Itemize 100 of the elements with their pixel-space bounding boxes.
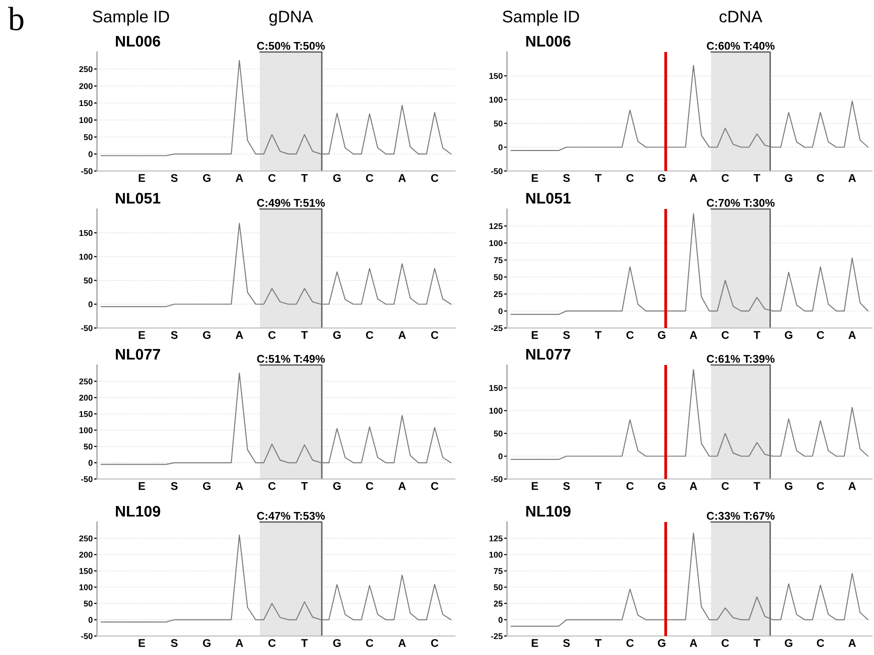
text: C:61% T:39% bbox=[706, 354, 775, 363]
x-tick-label: T bbox=[301, 174, 308, 182]
y-tick-label: 100 bbox=[489, 96, 502, 103]
y-tick-label: 0 bbox=[498, 453, 502, 460]
y-tick-label: 150 bbox=[79, 411, 92, 417]
y-tick-label: 150 bbox=[79, 230, 92, 236]
chart-title: NL109 bbox=[526, 506, 571, 517]
y-tick-label: -50 bbox=[491, 168, 502, 174]
text: cDNA bbox=[720, 10, 762, 22]
x-tick-label: S bbox=[563, 482, 570, 490]
x-tick-label: E bbox=[532, 639, 538, 647]
x-tick-label: E bbox=[532, 482, 538, 490]
x-tick-label: S bbox=[170, 174, 178, 182]
x-tick-label: A bbox=[398, 331, 406, 339]
x-tick-label: T bbox=[301, 639, 308, 647]
y-tick-label: 50 bbox=[84, 134, 92, 140]
y-tick-label: 250 bbox=[79, 378, 92, 384]
x-tick-label: G bbox=[333, 331, 341, 339]
x-tick-label: C bbox=[366, 482, 374, 490]
y-tick-label: -50 bbox=[81, 476, 92, 482]
x-tick-label: C bbox=[366, 331, 374, 339]
text: Sample ID bbox=[502, 10, 580, 26]
x-tick-label: T bbox=[301, 331, 308, 339]
x-tick-label: C bbox=[268, 639, 276, 647]
x-tick-label: A bbox=[236, 174, 244, 182]
x-tick-label: C bbox=[268, 482, 276, 490]
x-tick-label: T bbox=[594, 174, 602, 182]
y-tick-label: -25 bbox=[491, 325, 503, 332]
x-tick-label: A bbox=[848, 482, 856, 490]
x-tick-label: G bbox=[202, 482, 210, 490]
x-tick-label: C bbox=[626, 639, 634, 647]
x-tick-label: T bbox=[754, 331, 760, 339]
x-tick-label: A bbox=[236, 482, 244, 490]
x-tick-label: S bbox=[563, 174, 570, 182]
x-tick-label: C bbox=[431, 331, 438, 339]
x-tick-label: G bbox=[784, 174, 792, 182]
x-tick-label: C bbox=[431, 639, 438, 647]
y-tick-label: 50 bbox=[494, 274, 502, 280]
y-tick-label: 0 bbox=[88, 616, 92, 623]
y-tick-label: 75 bbox=[494, 568, 503, 574]
x-tick-label: E bbox=[138, 639, 146, 647]
y-tick-label: 125 bbox=[489, 223, 503, 230]
x-tick-label: C bbox=[431, 482, 438, 490]
chart-title: NL051 bbox=[526, 192, 571, 204]
y-tick-label: 50 bbox=[494, 584, 502, 590]
text: C:33% T:67% bbox=[706, 512, 775, 520]
y-tick-label: 50 bbox=[84, 444, 92, 450]
x-tick-label: A bbox=[848, 174, 856, 182]
text: C:60% T:40% bbox=[706, 42, 775, 50]
chart-title: NL077 bbox=[116, 348, 160, 360]
y-tick-label: 50 bbox=[84, 278, 92, 284]
x-tick-label: T bbox=[301, 482, 308, 490]
text: C:70% T:30% bbox=[706, 198, 775, 207]
x-tick-label: C bbox=[268, 174, 276, 182]
text: b bbox=[8, 6, 24, 30]
y-tick-label: 50 bbox=[494, 120, 502, 126]
x-tick-label: E bbox=[532, 174, 538, 182]
x-tick-label: G bbox=[202, 331, 210, 339]
x-tick-label: G bbox=[333, 174, 341, 182]
text: C:49% T:51% bbox=[257, 198, 325, 207]
y-tick-label: -50 bbox=[81, 168, 92, 174]
x-tick-label: T bbox=[594, 331, 602, 339]
y-tick-label: -50 bbox=[491, 476, 502, 482]
y-tick-label: -50 bbox=[81, 325, 92, 332]
chart-title: NL006 bbox=[526, 36, 571, 47]
x-tick-label: C bbox=[626, 482, 634, 490]
y-tick-label: 125 bbox=[489, 535, 503, 542]
x-tick-label: G bbox=[333, 639, 341, 647]
chart-title: NL051 bbox=[116, 192, 160, 204]
x-tick-label: G bbox=[202, 639, 210, 647]
x-tick-label: C bbox=[626, 174, 634, 182]
x-tick-label: A bbox=[848, 331, 856, 339]
y-tick-label: 100 bbox=[79, 584, 92, 590]
x-tick-label: G bbox=[784, 639, 792, 647]
y-tick-label: 75 bbox=[494, 257, 503, 264]
x-tick-label: A bbox=[398, 174, 406, 182]
y-tick-label: 100 bbox=[489, 408, 502, 414]
x-tick-label: T bbox=[594, 482, 602, 490]
x-tick-label: C bbox=[268, 331, 276, 339]
x-tick-label: C bbox=[816, 331, 824, 339]
chart-title: NL109 bbox=[116, 506, 160, 517]
x-tick-label: S bbox=[170, 331, 178, 339]
x-tick-label: S bbox=[170, 639, 178, 647]
x-tick-label: A bbox=[398, 482, 406, 490]
y-tick-label: 0 bbox=[88, 151, 92, 158]
y-tick-label: 200 bbox=[79, 552, 92, 558]
x-tick-label: G bbox=[658, 482, 666, 490]
x-tick-label: C bbox=[722, 174, 729, 182]
x-tick-label: G bbox=[202, 174, 210, 182]
chart-title: NL077 bbox=[526, 348, 570, 360]
y-tick-label: 250 bbox=[79, 535, 92, 542]
x-tick-label: A bbox=[236, 331, 244, 339]
x-tick-label: C bbox=[722, 482, 729, 490]
text: C:50% T:50% bbox=[257, 42, 325, 50]
x-tick-label: A bbox=[690, 482, 698, 490]
x-tick-label: C bbox=[816, 174, 824, 182]
x-tick-label: T bbox=[754, 482, 760, 490]
x-tick-label: C bbox=[722, 639, 729, 647]
x-tick-label: A bbox=[236, 639, 244, 647]
y-tick-label: 50 bbox=[494, 430, 502, 436]
